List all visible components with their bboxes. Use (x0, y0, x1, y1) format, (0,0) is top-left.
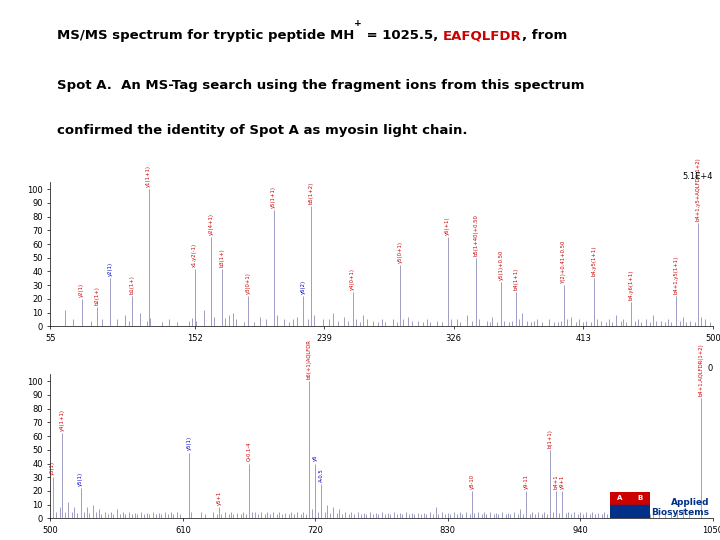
Text: y4(1+1): y4(1+1) (60, 409, 65, 431)
Text: y5(0+1): y5(0+1) (397, 240, 402, 262)
Text: y5+1: y5+1 (217, 491, 222, 505)
Text: y6(+1): y6(+1) (446, 217, 450, 235)
Text: b4+1,AQLFDR(1+2): b4+1,AQLFDR(1+2) (698, 343, 703, 396)
Text: MS/MS spectrum for tryptic peptide MH: MS/MS spectrum for tryptic peptide MH (57, 29, 354, 42)
Text: y2(1): y2(1) (79, 283, 84, 297)
Text: y5(1): y5(1) (50, 461, 55, 475)
Text: Spot A.  An MS-Tag search using the fragment ions from this spectrum: Spot A. An MS-Tag search using the fragm… (57, 79, 585, 92)
Text: y6: y6 (313, 455, 318, 462)
Text: y9+1: y9+1 (559, 475, 564, 489)
Text: b6(+1)AQLFDR: b6(+1)AQLFDR (307, 339, 312, 379)
Text: b3(1+): b3(1+) (219, 248, 224, 267)
Text: Applied
Biosystems: Applied Biosystems (652, 497, 709, 517)
Text: b1(1+): b1(1+) (130, 275, 135, 294)
Text: b4+1,y5(1+1): b4+1,y5(1+1) (673, 256, 678, 294)
Text: b5(1+2): b5(1+2) (308, 181, 313, 204)
Text: Y(2)+0.41+0.50: Y(2)+0.41+0.50 (562, 240, 567, 283)
Text: b4+1,y5+AQLFDR(1+2): b4+1,y5+AQLFDR(1+2) (696, 158, 701, 221)
Text: y6(2): y6(2) (301, 280, 306, 294)
Text: y9-11: y9-11 (523, 474, 528, 489)
Text: A-0.5: A-0.5 (319, 468, 324, 482)
Text: y1(1+1): y1(1+1) (146, 165, 151, 187)
Text: y5(1): y5(1) (78, 472, 83, 486)
Text: EAFQLFDR: EAFQLFDR (443, 29, 522, 42)
Text: , from: , from (522, 29, 567, 42)
Text: confirmed the identity of Spot A as myosin light chain.: confirmed the identity of Spot A as myos… (57, 124, 467, 137)
Text: 5.1E+4: 5.1E+4 (683, 172, 713, 181)
Text: y5(1): y5(1) (186, 436, 192, 450)
Text: b2(1+): b2(1+) (94, 286, 99, 305)
Text: b(1+1): b(1+1) (548, 429, 553, 448)
Text: y5(1+1): y5(1+1) (271, 186, 276, 208)
Text: y2(1): y2(1) (107, 262, 112, 276)
Text: y4(0+1): y4(0+1) (350, 268, 355, 290)
Text: 0: 0 (708, 364, 713, 373)
Text: +: + (354, 19, 362, 29)
Text: y5(1)+0.50: y5(1)+0.50 (499, 250, 504, 280)
Text: y3(0+1): y3(0+1) (246, 272, 251, 294)
Text: b4(1+1): b4(1+1) (514, 268, 519, 290)
Text: x1,y2(-1): x1,y2(-1) (192, 242, 197, 267)
Text: Q-0.1-4: Q-0.1-4 (247, 442, 251, 462)
Text: b4,y5(1+1): b4,y5(1+1) (591, 246, 596, 276)
Text: b4+1: b4+1 (554, 474, 559, 489)
Text: = 1025.5,: = 1025.5, (362, 29, 443, 42)
Text: y8-10: y8-10 (469, 474, 474, 489)
Text: y2(4+1): y2(4+1) (209, 213, 214, 235)
Text: b4,y6(1+1): b4,y6(1+1) (629, 269, 634, 300)
Text: b5(1+40)+0.50: b5(1+40)+0.50 (474, 214, 479, 255)
